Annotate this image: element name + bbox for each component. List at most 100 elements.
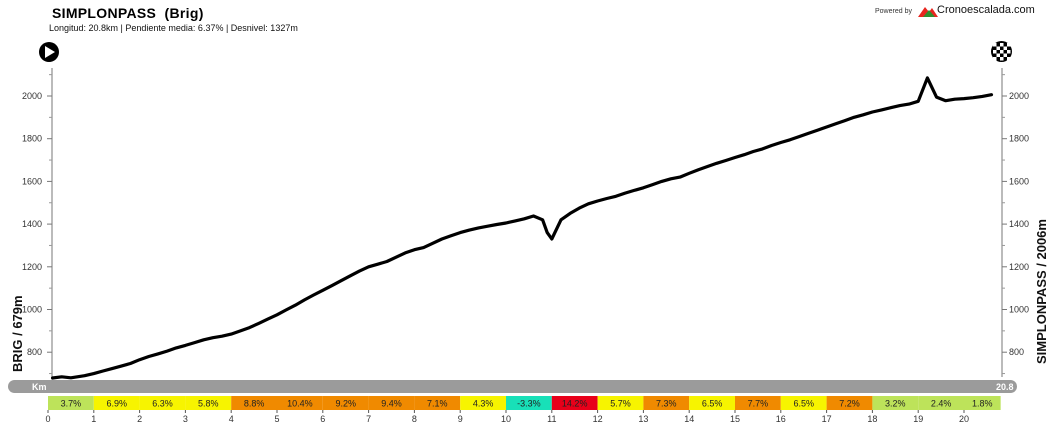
x-tick-label: 1 <box>91 414 96 424</box>
x-tick-label: 8 <box>412 414 417 424</box>
gradient-segment-label: 7.7% <box>748 399 769 409</box>
chart-title: SIMPLONPASS (Brig) <box>52 5 204 21</box>
y-tick-label: 2000 <box>1009 91 1029 101</box>
y-tick-label: 1200 <box>22 262 42 272</box>
gradient-segment <box>780 396 827 410</box>
gradient-segment <box>826 396 873 410</box>
start-label: BRIG / 679m <box>10 295 25 372</box>
gradient-segment <box>231 396 277 410</box>
gradient-segment-label: 9.2% <box>335 399 356 409</box>
flag-square <box>1000 50 1004 54</box>
flag-square <box>1000 57 1004 61</box>
gradient-segment-label: 3.2% <box>885 399 906 409</box>
x-tick-label: 4 <box>229 414 234 424</box>
x-tick-label: 17 <box>822 414 832 424</box>
gradient-segment <box>414 396 461 410</box>
gradient-segment-label: 7.3% <box>656 399 677 409</box>
gradient-segment <box>735 396 781 410</box>
km-bar <box>8 380 1017 393</box>
y-tick-label: 1400 <box>1009 219 1029 229</box>
flag-square <box>1003 53 1007 57</box>
x-tick-label: 20 <box>959 414 969 424</box>
y-tick-label: 800 <box>27 347 42 357</box>
x-tick-label: 13 <box>638 414 648 424</box>
gradient-segments: 3.7% 6.9% 6.3% 5.8% 8.8% 10.4% 9.2% 9.4% 7.1% 4.3… <box>48 396 1001 410</box>
gradient-segment-label: 6.3% <box>152 399 173 409</box>
gradient-segment-label: 14.2% <box>562 399 588 409</box>
flag-square <box>1007 50 1011 54</box>
gradient-segment-label: 10.4% <box>287 399 313 409</box>
x-tick-label: 15 <box>730 414 740 424</box>
gradient-segment-label: 4.3% <box>473 399 494 409</box>
gradient-segment-label: 1.8% <box>972 399 993 409</box>
y-tick-label: 1800 <box>1009 134 1029 144</box>
x-tick-label: 6 <box>320 414 325 424</box>
flag-square <box>1007 43 1011 47</box>
flag-square <box>993 43 997 47</box>
gradient-segment-label: 6.9% <box>106 399 127 409</box>
powered-by-label: Powered by <box>875 8 912 15</box>
x-tick-label: 2 <box>137 414 142 424</box>
gradient-segment-label: 3.7% <box>61 399 82 409</box>
gradient-segment <box>506 396 552 410</box>
gradient-segment-label: 6.5% <box>702 399 723 409</box>
gradient-segment-label: 5.8% <box>198 399 219 409</box>
flag-square <box>1007 57 1011 61</box>
gradient-segment-label: 7.1% <box>427 399 448 409</box>
x-tick-label: 16 <box>776 414 786 424</box>
y-tick-label: 2000 <box>22 91 42 101</box>
gradient-segment <box>139 396 186 410</box>
gradient-segment <box>277 396 323 410</box>
gradient-segment-label: 8.8% <box>244 399 265 409</box>
x-tick-label: 12 <box>593 414 603 424</box>
y-tick-label: 1000 <box>22 305 42 315</box>
y-tick-label: 1600 <box>22 176 42 186</box>
gradient-segment-label: 7.2% <box>839 399 860 409</box>
gradient-segment <box>185 396 232 410</box>
flag-square <box>996 53 1000 57</box>
left-y-ticks: 800 1000 1200 1400 1600 1800 2000 <box>22 74 52 375</box>
end-label: SIMPLONPASS / 2006m <box>1034 219 1049 364</box>
flag-square <box>996 46 1000 50</box>
x-tick-label: 19 <box>913 414 923 424</box>
gradient-segment <box>964 396 1001 410</box>
gradient-segment <box>872 396 919 410</box>
y-tick-label: 1800 <box>22 134 42 144</box>
x-tick-label: 7 <box>366 414 371 424</box>
brand-link[interactable]: Cronoescalada.com <box>937 4 1035 16</box>
elevation-profile-line <box>51 76 994 380</box>
km-end-label: 20.8 <box>996 382 1014 392</box>
gradient-segment <box>643 396 690 410</box>
y-tick-label: 1600 <box>1009 176 1029 186</box>
flag-square <box>1000 43 1004 47</box>
gradient-segment <box>93 396 140 410</box>
x-tick-label: 14 <box>684 414 694 424</box>
x-ticks: 0 1 2 3 4 5 6 7 8 9 10 11 12 13 14 15 16 17 18 19 20 <box>45 410 969 424</box>
checkered-flag-icon <box>991 41 1012 62</box>
right-y-ticks: 800 1000 1200 1400 1600 1800 2000 <box>1002 74 1029 375</box>
x-tick-label: 10 <box>501 414 511 424</box>
gradient-segment <box>48 396 94 410</box>
x-tick-label: 11 <box>547 414 556 424</box>
chart-subtitle: Longitud: 20.8km | Pendiente media: 6.37… <box>49 23 298 33</box>
gradient-segment <box>368 396 415 410</box>
x-tick-label: 9 <box>458 414 463 424</box>
gradient-segment-label: -3.3% <box>517 399 541 409</box>
flag-square <box>993 50 997 54</box>
gradient-segment <box>597 396 644 410</box>
y-tick-label: 1000 <box>1009 305 1029 315</box>
km-label: Km <box>32 382 47 392</box>
x-tick-label: 5 <box>274 414 279 424</box>
gradient-segment <box>918 396 964 410</box>
flag-square <box>993 57 997 61</box>
mountain-logo-icon <box>918 7 938 17</box>
gradient-segment <box>551 396 598 410</box>
y-tick-label: 800 <box>1009 347 1024 357</box>
gradient-segment <box>460 396 506 410</box>
gradient-segment-label: 6.5% <box>793 399 814 409</box>
gradient-segment-label: 9.4% <box>381 399 402 409</box>
y-tick-label: 1400 <box>22 219 42 229</box>
x-tick-label: 0 <box>45 414 50 424</box>
x-tick-label: 18 <box>867 414 877 424</box>
